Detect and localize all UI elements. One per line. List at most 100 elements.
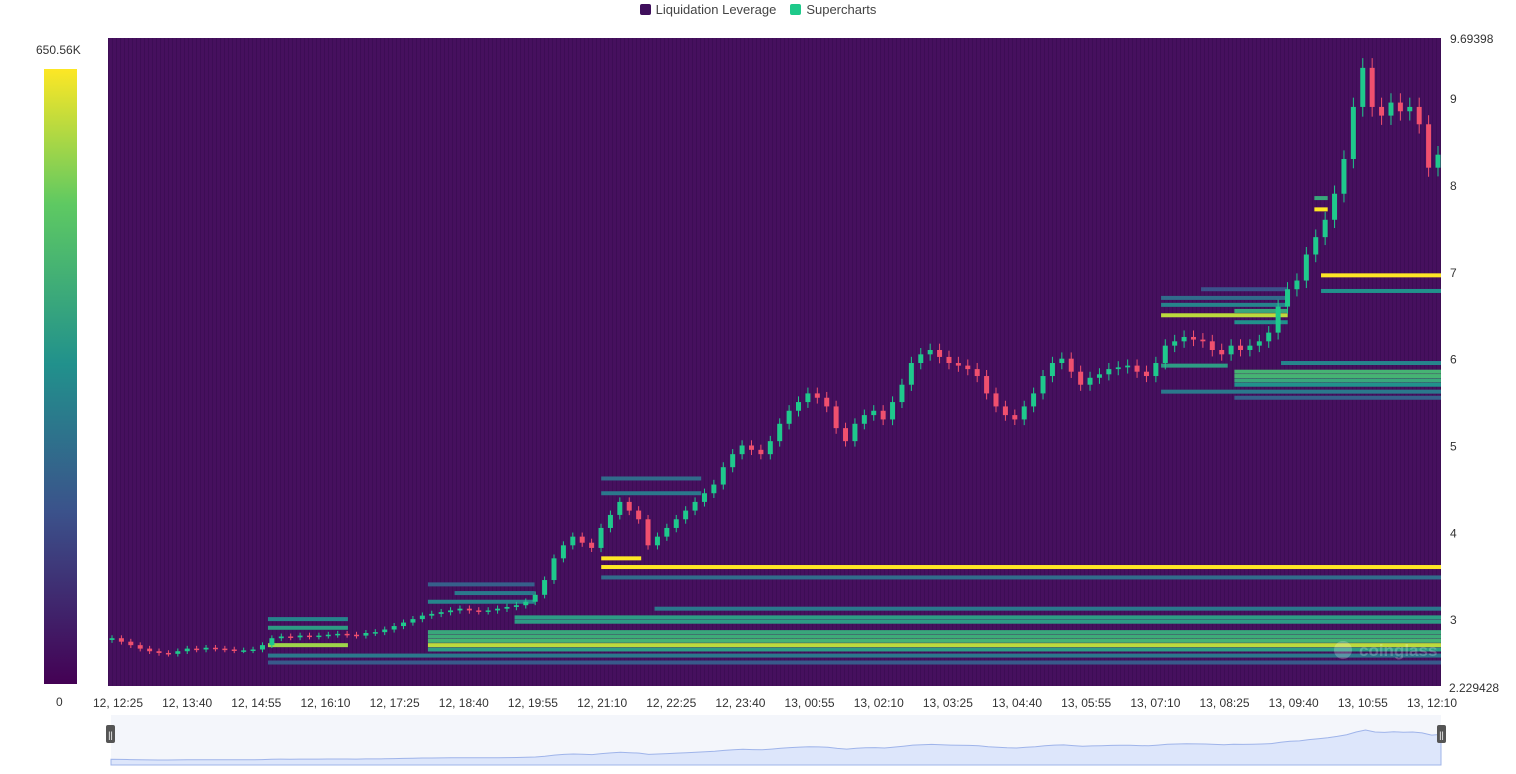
liquidation-band[interactable] (601, 476, 702, 481)
supercharts-swatch (790, 3, 802, 15)
liquidation-band[interactable] (427, 647, 1441, 652)
liquidation-band[interactable] (601, 491, 702, 496)
liquidation-band[interactable] (514, 619, 1441, 624)
liquidation-band[interactable] (1281, 361, 1441, 366)
candle-body (748, 445, 754, 450)
candle-body (278, 636, 284, 639)
liquidation-band[interactable] (1321, 288, 1441, 293)
candle-body (401, 622, 407, 627)
liquidation-band[interactable] (1161, 389, 1441, 394)
liquidation-band[interactable] (514, 615, 1441, 620)
candle-body (1303, 254, 1309, 281)
candle-body (419, 615, 425, 620)
candle-body (1238, 345, 1244, 350)
candle-body (871, 410, 877, 416)
candle-body (1322, 219, 1328, 238)
candle-body (1313, 237, 1319, 255)
candle-body (297, 635, 303, 638)
candle-body (241, 650, 247, 652)
candle-body (654, 536, 660, 546)
liquidation-band[interactable] (267, 617, 348, 622)
liquidation-band[interactable] (1234, 382, 1441, 387)
candle-body (692, 501, 698, 511)
y-tick-label: 5 (1450, 439, 1457, 453)
candle-body (457, 608, 463, 611)
navigator-area (110, 729, 1442, 766)
colorbar-gradient (44, 69, 77, 684)
colorbar-max-label: 650.56K (36, 43, 81, 57)
candle-body (222, 648, 228, 651)
liquidation-band[interactable] (601, 565, 1441, 570)
time-range-navigator[interactable]: || || (106, 715, 1446, 766)
liquidation-band[interactable] (1234, 395, 1441, 400)
candle-body (814, 393, 820, 398)
liquidation-band[interactable] (1161, 295, 1288, 300)
candle-body (861, 415, 867, 424)
candle-body (1172, 341, 1178, 346)
y-axis-max-label: 9.69398 (1450, 32, 1494, 46)
candle-body (927, 349, 933, 355)
navigator-track[interactable] (111, 715, 1441, 765)
liquidation-band[interactable] (1234, 320, 1288, 325)
liquidation-band[interactable] (1314, 196, 1328, 201)
candle-body (212, 647, 218, 650)
liquidation-band[interactable] (1161, 313, 1288, 318)
candle-body (560, 545, 566, 559)
x-tick-label: 13, 03:25 (923, 696, 973, 710)
legend-item-liquidation-leverage[interactable]: Liquidation Leverage (639, 0, 776, 18)
liquidation-band[interactable] (601, 556, 642, 561)
candle-body (354, 634, 360, 637)
navigator-right-handle[interactable] (1437, 725, 1446, 743)
liquidation-band[interactable] (1161, 302, 1288, 307)
liquidation-band[interactable] (427, 599, 535, 604)
liquidation-band[interactable] (267, 625, 348, 630)
liquidation-band[interactable] (1234, 374, 1441, 379)
candle-body (513, 605, 519, 607)
liquidation-band[interactable] (1201, 287, 1288, 292)
candle-body (335, 633, 341, 636)
y-tick-label: 6 (1450, 353, 1457, 367)
candle-body (523, 601, 529, 606)
candle-body (607, 514, 613, 528)
candle-body (955, 363, 961, 366)
liquidation-band[interactable] (601, 575, 1441, 580)
liquidation-band[interactable] (1234, 308, 1288, 313)
x-tick-label: 13, 05:55 (1061, 696, 1111, 710)
liquidation-band[interactable] (1321, 273, 1441, 278)
candle-body (993, 393, 999, 407)
liquidation-band[interactable] (427, 634, 1441, 639)
navigator-left-handle[interactable] (106, 725, 115, 743)
candle-body (1369, 67, 1375, 107)
liquidation-band[interactable] (454, 591, 535, 596)
liquidation-band[interactable] (267, 660, 1442, 665)
x-tick-label: 13, 07:10 (1130, 696, 1180, 710)
liquidation-band[interactable] (427, 582, 535, 587)
liquidation-band[interactable] (427, 643, 1441, 648)
liquidation-band[interactable] (1234, 369, 1441, 374)
candle-body (598, 527, 604, 548)
candle-body (344, 633, 350, 636)
candle-body (1040, 376, 1046, 394)
liquidation-band[interactable] (427, 630, 1441, 635)
candle-body (1134, 365, 1140, 372)
candle-body (1228, 345, 1234, 355)
candle-body (1256, 341, 1262, 346)
candle-body (259, 645, 265, 650)
legend-item-supercharts[interactable]: Supercharts (790, 0, 876, 18)
liquidation-band[interactable] (1161, 363, 1228, 368)
liquidation-band[interactable] (267, 653, 1442, 658)
candle-body (711, 484, 717, 494)
candle-body (128, 641, 134, 646)
liquidation-band[interactable] (267, 643, 348, 648)
candle-body (786, 410, 792, 424)
watermark-text: coinglass (1359, 641, 1437, 660)
liquidation-band[interactable] (1314, 207, 1328, 212)
x-tick-label: 12, 18:40 (439, 696, 489, 710)
candle-body (1078, 371, 1084, 385)
liquidation-band[interactable] (1234, 378, 1441, 383)
liquidation-band[interactable] (654, 606, 1441, 611)
candle-body (495, 608, 501, 611)
liquidation-band[interactable] (427, 638, 1441, 643)
x-tick-label: 12, 21:10 (577, 696, 627, 710)
